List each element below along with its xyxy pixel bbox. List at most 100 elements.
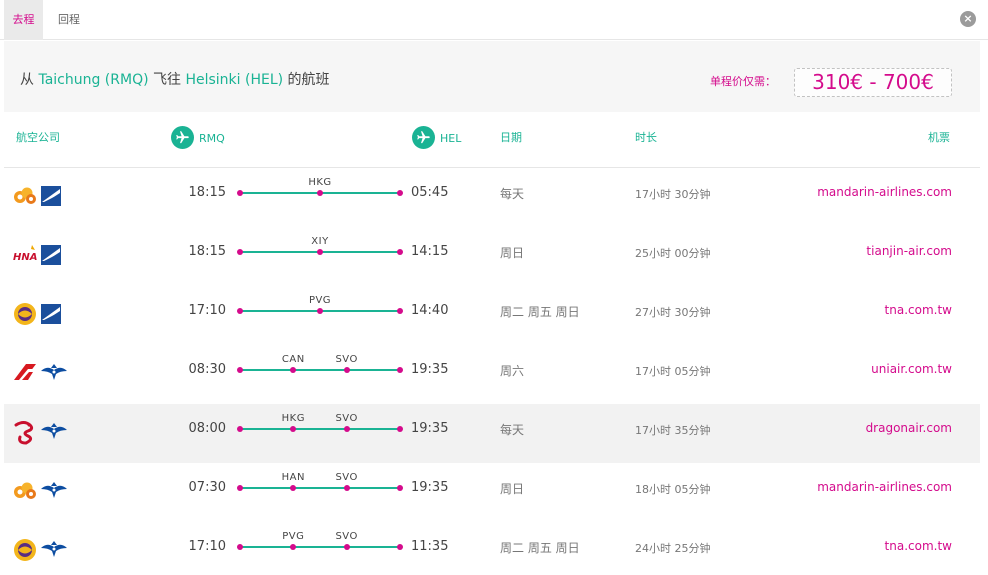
route-dot	[290, 544, 297, 550]
booking-site-link[interactable]: dragonair.com	[865, 421, 952, 435]
partner-airline-logo-icon	[40, 244, 68, 266]
operating-days: 周日	[500, 482, 525, 496]
stopover-code: PVG	[308, 295, 332, 306]
arrival-time: 19:35	[411, 421, 449, 436]
operating-days: 每天	[500, 423, 525, 437]
aeroflot-logo-icon	[40, 480, 68, 502]
arrival-time: 14:15	[411, 244, 449, 259]
page-title: 从 Taichung (RMQ) 飞往 Helsinki (HEL) 的航班	[20, 69, 330, 89]
route-dot	[237, 190, 243, 196]
departure-time: 18:15	[188, 185, 226, 200]
route-dot	[343, 485, 350, 491]
departure-time: 18:15	[188, 244, 226, 259]
departure-plane-icon	[171, 126, 194, 149]
column-date: 日期	[500, 131, 522, 144]
booking-site-link[interactable]: uniair.com.tw	[871, 362, 952, 376]
departure-time: 08:30	[188, 362, 226, 377]
route-dot	[237, 367, 243, 373]
route-line: PVG SVO	[237, 531, 403, 550]
route-dot	[343, 426, 350, 432]
arrival-time: 05:45	[411, 185, 449, 200]
arrival-time: 19:35	[411, 480, 449, 495]
svg-text:HNA: HNA	[13, 252, 37, 263]
uniair-logo-icon	[12, 360, 38, 386]
stopover-code: CAN	[281, 354, 305, 365]
operating-days: 周日	[500, 246, 525, 260]
booking-site-link[interactable]: tna.com.tw	[884, 539, 952, 553]
stopover-code: HKG	[308, 177, 332, 188]
stopover-code: SVO	[335, 354, 358, 365]
flight-row[interactable]: 08:30 CAN SVO 19:35 周六 17小时 05分钟 uniair.com.tw	[4, 345, 980, 404]
route-line: HKG	[237, 177, 403, 196]
tab-outbound[interactable]: 去程	[4, 0, 43, 40]
route-dot	[397, 485, 403, 491]
dragonair-logo-icon	[12, 419, 38, 445]
stopover-code: PVG	[282, 531, 305, 542]
title-middle: 飞往	[148, 72, 186, 88]
flight-duration: 17小时 30分钟	[635, 188, 711, 201]
stopover-code: SVO	[335, 531, 358, 542]
stopover-code: HKG	[281, 413, 305, 424]
flight-row[interactable]: 17:10 PVG SVO 11:35 周二 周五 周日 24小时 25分钟 tna.com…	[4, 522, 980, 575]
departure-time: 07:30	[188, 480, 226, 495]
arrival-time: 19:35	[411, 362, 449, 377]
column-dest-code: HEL	[440, 132, 462, 145]
route-dot	[237, 308, 243, 314]
route-dot	[343, 367, 350, 373]
route-line: CAN SVO	[237, 354, 403, 373]
route-dot	[397, 308, 403, 314]
hna-logo-icon: HNA	[12, 242, 38, 268]
flight-row[interactable]: 17:10 PVG 14:40 周二 周五 周日 27小时 30分钟 tna.com.tw	[4, 286, 980, 345]
tab-bar: 去程 回程 ×	[0, 0, 988, 40]
route-dot	[290, 485, 297, 491]
route-dot	[343, 544, 350, 550]
close-icon[interactable]: ×	[960, 11, 976, 27]
route-dot	[237, 249, 243, 255]
column-headers: 航空公司 RMQ HEL 日期 时长 机票	[4, 112, 980, 168]
aeroflot-logo-icon	[40, 362, 68, 384]
operating-days: 周二 周五 周日	[500, 541, 580, 555]
tab-return[interactable]: 回程	[58, 13, 80, 26]
route-dot	[237, 485, 243, 491]
arrival-time: 14:40	[411, 303, 449, 318]
aeroflot-logo-icon	[40, 539, 68, 561]
flight-row[interactable]: 18:15 HKG 05:45 每天 17小时 30分钟 mandarin-airline…	[4, 168, 980, 227]
origin-city: Taichung (RMQ)	[38, 72, 149, 88]
flight-duration: 24小时 25分钟	[635, 542, 711, 555]
booking-site-link[interactable]: mandarin-airlines.com	[817, 185, 952, 199]
flight-row[interactable]: HNA 18:15 XIY 14:15 周日 25小时 00分钟 tianjin-air.c…	[4, 227, 980, 286]
flight-row[interactable]: 08:00 HKG SVO 19:35 每天 17小时 35分钟 dragonair.com	[4, 404, 980, 463]
departure-time: 17:10	[188, 303, 226, 318]
partner-airline-logo-icon	[40, 303, 68, 325]
route-dot	[397, 249, 403, 255]
operating-days: 周二 周五 周日	[500, 305, 580, 319]
departure-time: 17:10	[188, 539, 226, 554]
mandarin-airlines-logo-icon	[12, 183, 38, 209]
route-dot	[317, 308, 323, 314]
route-line: XIY	[237, 236, 403, 255]
route-dot	[237, 544, 243, 550]
route-dot	[397, 190, 403, 196]
booking-site-link[interactable]: tna.com.tw	[884, 303, 952, 317]
aeroflot-logo-icon	[40, 421, 68, 443]
tna-logo-icon	[12, 537, 38, 563]
stopover-code: XIY	[311, 236, 329, 247]
price-label: 单程价仅需：	[710, 75, 776, 88]
route-dot	[290, 367, 297, 373]
flight-row[interactable]: 07:30 HAN SVO 19:35 周日 18小时 05分钟 mandarin-airl…	[4, 463, 980, 522]
mandarin-airlines-logo-icon	[12, 478, 38, 504]
route-line: PVG	[237, 295, 403, 314]
route-dot	[317, 249, 323, 255]
booking-site-link[interactable]: mandarin-airlines.com	[817, 480, 952, 494]
price-range: 310€ - 700€	[794, 68, 952, 97]
title-suffix: 的航班	[283, 72, 330, 88]
arrival-plane-icon	[412, 126, 435, 149]
route-line: HKG SVO	[237, 413, 403, 432]
flight-duration: 27小时 30分钟	[635, 306, 711, 319]
route-header: 从 Taichung (RMQ) 飞往 Helsinki (HEL) 的航班 单…	[4, 41, 980, 112]
booking-site-link[interactable]: tianjin-air.com	[866, 244, 952, 258]
arrival-time: 11:35	[411, 539, 449, 554]
flight-duration: 17小时 05分钟	[635, 365, 711, 378]
flight-duration: 18小时 05分钟	[635, 483, 711, 496]
title-prefix: 从	[20, 72, 39, 88]
